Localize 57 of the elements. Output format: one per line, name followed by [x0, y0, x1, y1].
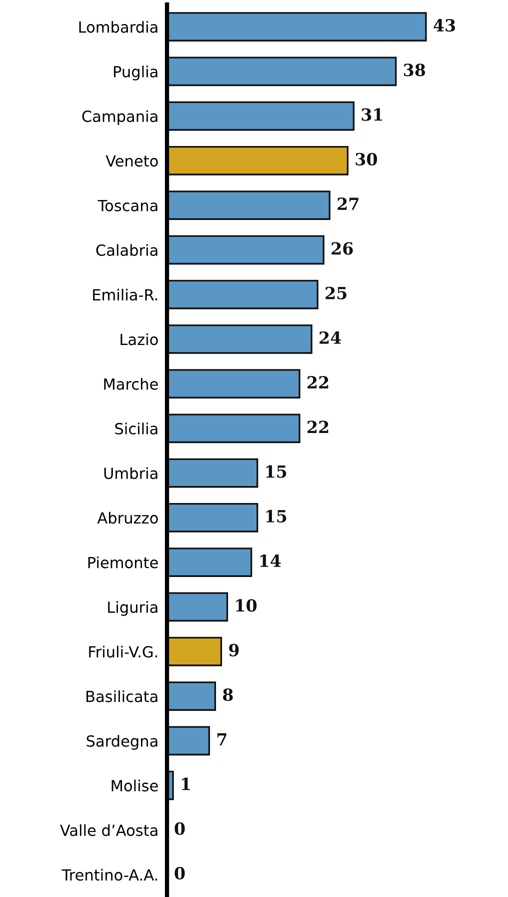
y-tick-label: Veneto	[106, 155, 158, 167]
data-label: 43	[434, 19, 456, 32]
y-tick-label: Abruzzo	[97, 512, 158, 524]
bar	[167, 12, 427, 42]
bar	[167, 682, 216, 711]
data-label: 0	[174, 822, 185, 835]
y-tick-label: Campania	[82, 110, 158, 126]
bar	[167, 190, 330, 220]
bar	[167, 726, 210, 756]
data-label: 9	[229, 644, 239, 656]
bar	[167, 324, 312, 354]
y-tick-label: Marche	[104, 378, 158, 390]
data-label: 7	[217, 733, 226, 746]
y-tick-label: Umbria	[104, 467, 158, 480]
y-tick-label: Basilicata	[86, 690, 158, 702]
y-tick-label: Lazio	[120, 333, 158, 346]
y-tick-label: Liguria	[108, 601, 158, 616]
y-tick-label: Molise	[112, 780, 158, 792]
bar	[167, 101, 355, 131]
y-tick-label: Friuli-V.G.	[89, 646, 158, 658]
y-tick-label: Calabria	[96, 244, 158, 256]
y-tick-label: Emilia-R.	[93, 288, 158, 301]
data-label: 30	[356, 152, 378, 166]
data-label: 27	[338, 198, 358, 210]
bar	[167, 56, 397, 86]
y-tick-label: Lombardia	[79, 20, 158, 33]
y-tick-label: Trentino-A.A.	[62, 868, 158, 881]
data-label: 22	[308, 376, 328, 388]
data-label: 22	[308, 420, 328, 434]
data-label: 15	[266, 510, 286, 523]
bar	[167, 636, 222, 666]
bar	[167, 235, 324, 265]
y-tick-label: Toscana	[98, 200, 158, 212]
data-label: 26	[332, 242, 353, 255]
data-label: 0	[174, 866, 185, 880]
bar	[167, 369, 300, 398]
data-label: 38	[404, 64, 426, 76]
bar	[167, 548, 252, 577]
data-label: 25	[326, 286, 346, 300]
bar	[167, 280, 318, 310]
bar	[167, 503, 258, 532]
bar	[167, 592, 228, 622]
data-label: 15	[266, 465, 286, 478]
data-label: 1	[182, 778, 190, 790]
y-tick-label: Sardegna	[86, 735, 158, 750]
data-label: 8	[222, 688, 233, 702]
y-tick-label: Puglia	[114, 66, 158, 80]
y-tick-label: Sicilia	[115, 422, 158, 434]
data-label: 14	[260, 554, 281, 567]
data-label: 24	[320, 331, 341, 344]
bar	[167, 414, 300, 444]
bar	[167, 146, 349, 176]
data-label: 10	[236, 599, 257, 612]
bar	[167, 458, 258, 488]
data-label: 31	[362, 108, 382, 121]
y-tick-label: Valle d’Aosta	[60, 824, 158, 836]
y-tick-label: Piemonte	[88, 556, 158, 568]
